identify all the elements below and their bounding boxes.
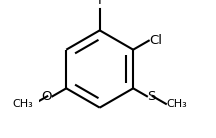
- Text: CH₃: CH₃: [167, 99, 187, 109]
- Text: CH₃: CH₃: [13, 99, 33, 109]
- Text: Cl: Cl: [149, 34, 162, 47]
- Text: S: S: [148, 90, 156, 103]
- Text: I: I: [98, 0, 102, 7]
- Text: O: O: [41, 90, 52, 103]
